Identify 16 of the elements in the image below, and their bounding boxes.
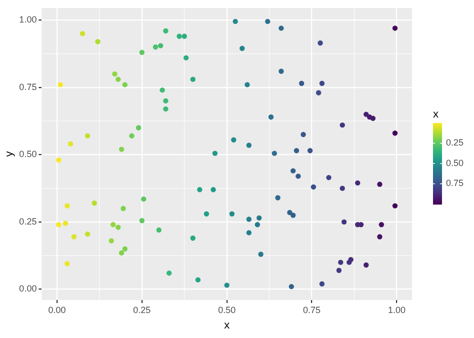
y-tick-label: 0.75 [19, 82, 37, 92]
y-tick-label: 0.00 [19, 284, 37, 294]
x-tick-label: 0.50 [218, 304, 236, 315]
x-axis-title: x [224, 319, 230, 332]
color-bar-label: 0.75 [446, 178, 464, 188]
color-bar-label: 0.25 [446, 138, 464, 148]
color-bar-label: 0.50 [446, 158, 464, 168]
x-tick-label: 0.75 [303, 304, 321, 315]
x-tick-label: 0.25 [133, 304, 151, 315]
y-tick-label: 1.00 [19, 14, 37, 25]
color-bar-title: x [433, 108, 439, 121]
y-axis-title: y [4, 150, 16, 157]
x-tick-label: 1.00 [388, 304, 406, 315]
x-tick-label: 0.00 [48, 304, 66, 315]
y-tick-label: 0.25 [19, 216, 37, 226]
y-tick-label: 0.50 [19, 149, 37, 160]
